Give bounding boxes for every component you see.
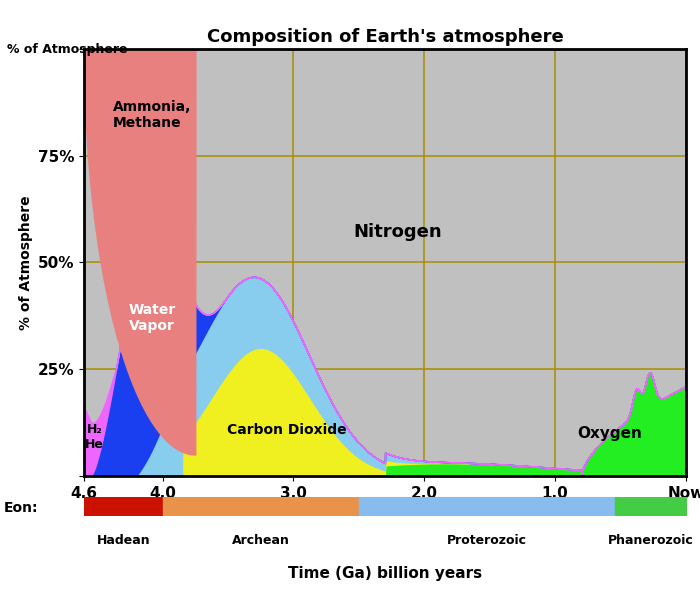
- Text: Carbon Dioxide: Carbon Dioxide: [227, 423, 346, 437]
- Text: H₂
He: H₂ He: [85, 423, 104, 451]
- Text: Phanerozoic: Phanerozoic: [608, 534, 694, 547]
- Text: % of Atmosphere: % of Atmosphere: [7, 43, 127, 56]
- Title: Composition of Earth's atmosphere: Composition of Earth's atmosphere: [206, 28, 564, 46]
- Text: Ammonia,
Methane: Ammonia, Methane: [113, 100, 191, 131]
- Text: Proterozoic: Proterozoic: [447, 534, 527, 547]
- Y-axis label: % of Atmosphere: % of Atmosphere: [20, 195, 34, 329]
- Text: Water
Vapor: Water Vapor: [128, 303, 176, 333]
- Text: Time (Ga) billion years: Time (Ga) billion years: [288, 566, 482, 581]
- Text: Hadean: Hadean: [97, 534, 150, 547]
- Text: Eon:: Eon:: [4, 501, 38, 514]
- Text: Oxygen: Oxygen: [578, 426, 643, 440]
- Text: Archean: Archean: [232, 534, 290, 547]
- Text: Nitrogen: Nitrogen: [354, 223, 442, 242]
